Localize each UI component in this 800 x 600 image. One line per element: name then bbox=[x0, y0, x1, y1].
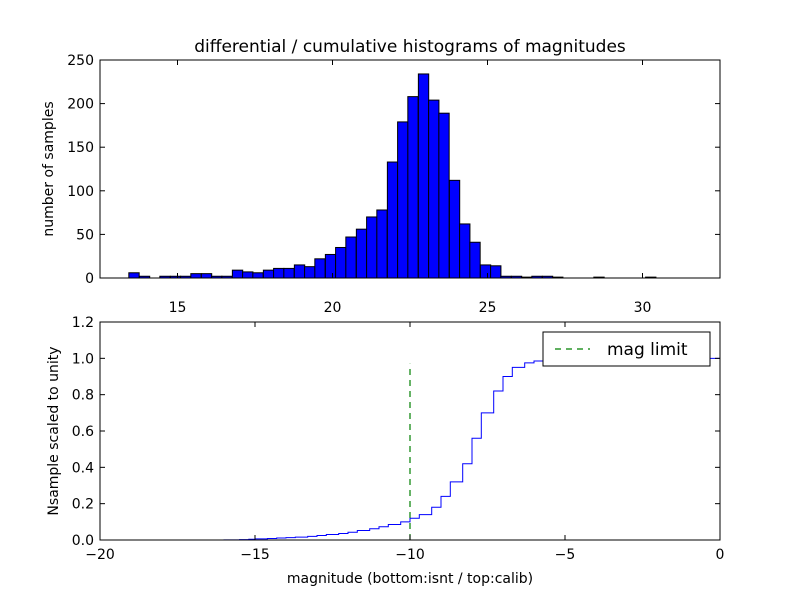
histogram-bar bbox=[335, 246, 347, 279]
histogram-bar bbox=[376, 209, 388, 279]
histogram-bar bbox=[304, 266, 316, 279]
histogram-bar bbox=[490, 265, 502, 279]
histogram-bar bbox=[459, 223, 471, 279]
histogram-y-tick-label: 100 bbox=[67, 184, 94, 200]
cumulative-y-ticks: 0.0 0.2 0.4 0.6 0.8 1.0 1.2 bbox=[72, 315, 720, 549]
histogram-bar bbox=[200, 273, 213, 279]
cumulative-y-axis-label: Nsample scaled to unity bbox=[46, 346, 62, 515]
histogram-y-tick-label: 0 bbox=[85, 271, 94, 287]
histogram-bar bbox=[231, 269, 244, 279]
histogram-bar bbox=[438, 112, 450, 279]
cumulative-y-tick-label: 0.0 bbox=[72, 533, 94, 549]
cumulative-panel: 0.0 0.2 0.4 0.6 0.8 1.0 1.2 −20 −15 −10 −5 0 magni… bbox=[46, 315, 724, 587]
histogram-panel: 0 50 100 150 200 250 15 20 25 30 differential / … bbox=[41, 37, 721, 316]
cumulative-y-tick-label: 0.6 bbox=[72, 424, 94, 440]
cumulative-x-tick-label: −5 bbox=[555, 547, 576, 563]
histogram-x-tick-label: 20 bbox=[324, 300, 342, 316]
histogram-x-tick-label: 30 bbox=[634, 300, 652, 316]
cumulative-x-tick-label: −10 bbox=[395, 547, 425, 563]
histogram-frame bbox=[99, 59, 721, 279]
histogram-y-tick-label: 200 bbox=[67, 97, 94, 113]
histogram-bar bbox=[428, 99, 440, 279]
histogram-bar bbox=[386, 161, 399, 279]
histogram-bar bbox=[324, 253, 337, 279]
histogram-bar bbox=[355, 228, 368, 279]
histogram-bar bbox=[366, 216, 378, 279]
histogram-y-axis-label: number of samples bbox=[41, 101, 57, 236]
cumulative-x-ticks: −20 −15 −10 −5 0 bbox=[85, 322, 724, 563]
histogram-x-ticks: 15 20 25 30 bbox=[169, 60, 652, 316]
histogram-bar bbox=[128, 272, 140, 279]
histogram-bar bbox=[283, 267, 295, 279]
histogram-bar bbox=[397, 121, 409, 279]
histogram-bar bbox=[242, 271, 254, 279]
histogram-bar bbox=[479, 264, 492, 279]
chart-title: differential / cumulative histograms of … bbox=[194, 37, 626, 57]
histogram-bar bbox=[345, 236, 357, 279]
histogram-bar bbox=[448, 179, 461, 279]
histogram-bar bbox=[252, 272, 264, 279]
histogram-y-ticks: 0 50 100 150 200 250 bbox=[67, 53, 720, 287]
cumulative-y-tick-label: 0.4 bbox=[72, 460, 94, 476]
histogram-bar bbox=[407, 96, 419, 279]
histogram-bar bbox=[273, 267, 285, 279]
cumulative-x-axis-label: magnitude (bottom:isnt / top:calib) bbox=[287, 571, 533, 587]
cumulative-x-tick-label: −15 bbox=[240, 547, 270, 563]
legend-entry-mag-limit: mag limit bbox=[607, 340, 688, 360]
histogram-x-tick-label: 15 bbox=[169, 300, 187, 316]
cumulative-y-tick-label: 0.2 bbox=[72, 497, 94, 513]
histogram-y-tick-label: 150 bbox=[67, 140, 94, 156]
histogram-bar bbox=[417, 73, 430, 279]
histogram-bars bbox=[128, 73, 657, 279]
cumulative-y-tick-label: 1.2 bbox=[72, 315, 94, 331]
cumulative-x-tick-label: 0 bbox=[716, 547, 725, 563]
histogram-y-tick-label: 50 bbox=[76, 227, 94, 243]
histogram-x-tick-label: 25 bbox=[479, 300, 497, 316]
cumulative-y-tick-label: 0.8 bbox=[72, 388, 94, 404]
histogram-y-tick-label: 250 bbox=[67, 53, 94, 69]
legend: mag limit bbox=[542, 331, 711, 367]
histogram-bar bbox=[293, 264, 306, 279]
histogram-bar bbox=[314, 258, 326, 279]
cumulative-y-tick-label: 1.0 bbox=[72, 351, 94, 367]
histogram-bar bbox=[262, 269, 275, 279]
cumulative-x-tick-label: −20 bbox=[85, 547, 115, 563]
histogram-bar bbox=[190, 273, 202, 279]
histogram-bar bbox=[469, 241, 481, 279]
